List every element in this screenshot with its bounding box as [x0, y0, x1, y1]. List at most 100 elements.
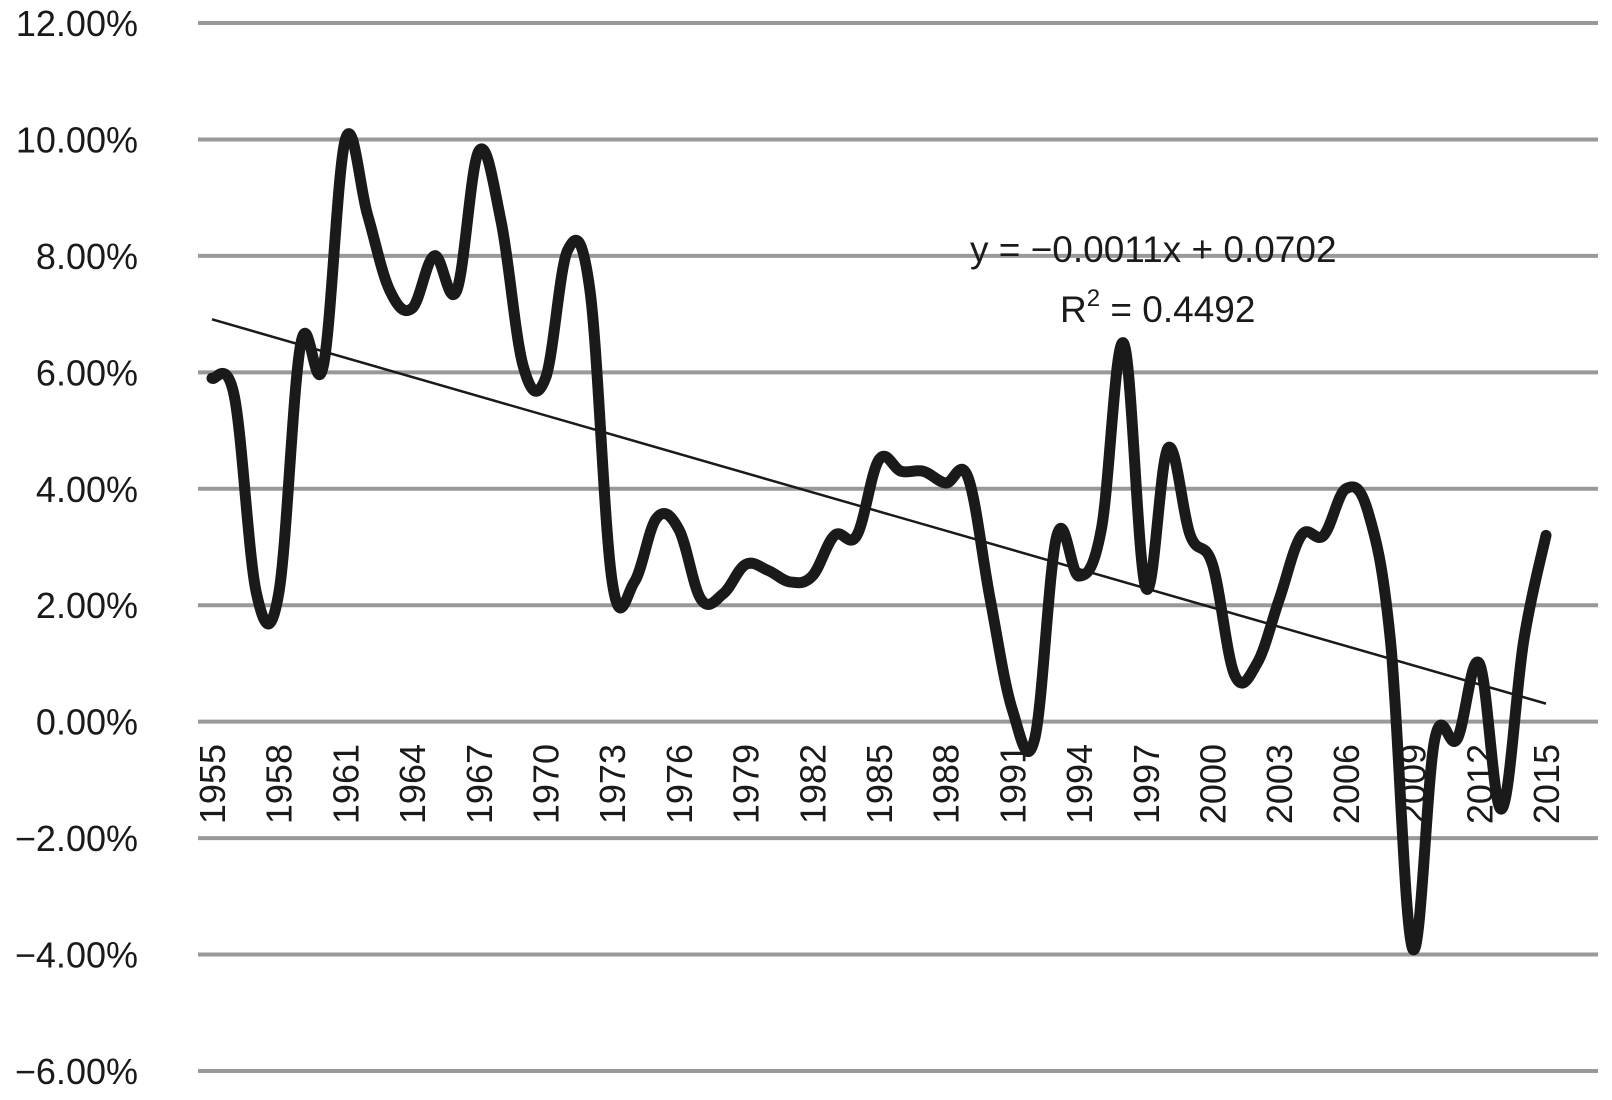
data-point [586, 287, 594, 295]
data-point [497, 217, 505, 225]
data-point [1231, 671, 1239, 679]
y-tick-label: −2.00% [15, 818, 138, 859]
trendline [211, 318, 1547, 705]
data-point [1320, 531, 1328, 539]
x-tick-label: 1997 [1126, 744, 1167, 824]
y-tick-label: 0.00% [36, 702, 138, 743]
data-point [1498, 805, 1506, 813]
r-squared-exponent: 2 [1087, 285, 1100, 312]
data-point [475, 147, 483, 155]
y-axis-tick-labels: 12.00% 10.00% 8.00% 6.00% 4.00% 2.00% 0.00% −2.… [15, 3, 138, 1092]
data-point [1097, 526, 1105, 534]
data-point [742, 560, 750, 568]
x-tick-label: 1970 [526, 744, 567, 824]
y-tick-label: 2.00% [36, 585, 138, 626]
data-point [786, 578, 794, 586]
y-tick-label: 12.00% [16, 3, 138, 44]
x-tick-label: 1988 [926, 744, 967, 824]
data-point [430, 252, 438, 260]
x-tick-label: 1979 [726, 744, 767, 824]
data-point [542, 374, 550, 382]
x-tick-label: 1958 [259, 744, 300, 824]
data-point [1164, 444, 1172, 452]
data-point [408, 304, 416, 312]
x-tick-label: 1961 [325, 744, 366, 824]
data-point [275, 590, 283, 598]
x-tick-label: 1955 [192, 744, 233, 824]
data-point [386, 287, 394, 295]
data-point [230, 392, 238, 400]
data-point [1031, 735, 1039, 743]
data-point [697, 595, 705, 603]
series-line [206, 128, 1552, 956]
data-point [808, 572, 816, 580]
data-point [675, 526, 683, 534]
data-point [1409, 945, 1417, 953]
data-point [1364, 508, 1372, 516]
data-point [1386, 636, 1394, 644]
x-tick-label: 2003 [1259, 744, 1300, 824]
x-tick-label: 2015 [1526, 744, 1567, 824]
x-tick-label: 2006 [1326, 744, 1367, 824]
x-axis-tick-labels: 1955 1958 1961 1964 1967 1970 1973 1976 1979 1982… [192, 744, 1567, 824]
y-tick-label: 4.00% [36, 469, 138, 510]
data-point [875, 456, 883, 464]
data-point [519, 363, 527, 371]
data-point [764, 566, 772, 574]
r-squared-value: = 0.4492 [1100, 289, 1255, 330]
trendline-r-squared: R2 = 0.4492 [1060, 285, 1255, 330]
gridlines [198, 21, 1598, 1073]
data-point [297, 339, 305, 347]
data-point [608, 578, 616, 586]
x-tick-label: 1991 [992, 744, 1033, 824]
x-tick-label: 1982 [792, 744, 833, 824]
data-point [853, 531, 861, 539]
data-point [364, 211, 372, 219]
x-tick-label: 1967 [459, 744, 500, 824]
data-point [1053, 531, 1061, 539]
data-point [1431, 735, 1439, 743]
data-point [1453, 735, 1461, 743]
data-point [1275, 595, 1283, 603]
data-point [897, 467, 905, 475]
data-point [986, 595, 994, 603]
data-point [341, 135, 349, 143]
x-tick-label: 2000 [1193, 744, 1234, 824]
data-point [1542, 531, 1550, 539]
y-tick-label: 6.00% [36, 352, 138, 393]
data-point [319, 363, 327, 371]
trendline-equation: y = −0.0011x + 0.0702 [970, 229, 1337, 270]
data-point [208, 374, 216, 382]
x-tick-label: 1973 [592, 744, 633, 824]
data-point [1342, 485, 1350, 493]
data-point [1142, 584, 1150, 592]
x-tick-label: 1976 [659, 744, 700, 824]
data-points [208, 135, 1550, 952]
data-point [1475, 659, 1483, 667]
data-point [1008, 706, 1016, 714]
data-point [453, 287, 461, 295]
x-tick-label: 1964 [392, 744, 433, 824]
y-tick-label: 10.00% [16, 119, 138, 160]
data-point [1209, 560, 1217, 568]
data-point [252, 590, 260, 598]
data-point [1253, 659, 1261, 667]
x-tick-label: 1994 [1059, 744, 1100, 824]
r-squared-r: R [1060, 289, 1087, 330]
y-tick-label: −4.00% [15, 935, 138, 976]
x-tick-label: 1985 [859, 744, 900, 824]
data-point [1297, 531, 1305, 539]
y-tick-label: 8.00% [36, 236, 138, 277]
data-point [942, 479, 950, 487]
data-point [964, 473, 972, 481]
data-point [831, 531, 839, 539]
data-point [919, 467, 927, 475]
y-tick-label: −6.00% [15, 1051, 138, 1092]
data-point [719, 590, 727, 598]
data-point [1186, 531, 1194, 539]
data-point [564, 246, 572, 254]
data-point [1120, 339, 1128, 347]
data-point [630, 578, 638, 586]
data-point [653, 514, 661, 522]
